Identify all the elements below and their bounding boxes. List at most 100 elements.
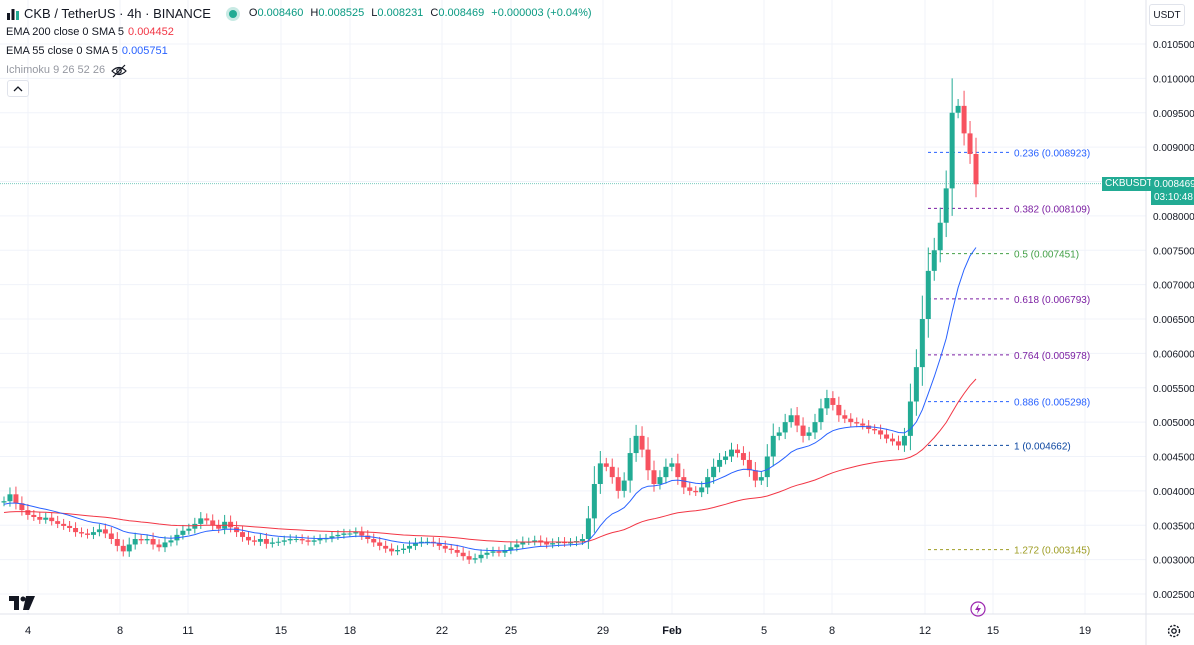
candle-body — [621, 480, 627, 491]
time-axis: 4 8 11 15 18 22 25 29 Feb 5 8 12 15 19 — [25, 625, 1091, 637]
x-tick-label: 29 — [597, 625, 609, 637]
candle-body — [681, 477, 687, 488]
candle-body — [597, 463, 603, 484]
ichimoku-legend-row[interactable]: Ichimoku 9 26 52 26 — [6, 61, 592, 80]
ema55-name[interactable]: EMA 55 close 0 SMA 5 — [6, 45, 118, 57]
candle-body — [329, 536, 335, 539]
candle-body — [204, 518, 210, 521]
candle-body — [788, 415, 794, 423]
candle-body — [591, 484, 597, 519]
candle-body — [645, 449, 651, 471]
candle-body — [884, 434, 890, 439]
collapse-legend-button[interactable] — [7, 80, 29, 97]
candle-body — [120, 545, 126, 552]
candle-body — [782, 422, 788, 433]
candle-body — [514, 544, 520, 548]
candle-body — [949, 112, 955, 189]
symbol-price-tag: CKBUSDT — [1102, 177, 1156, 191]
candle-body — [550, 543, 556, 545]
candle-body — [919, 319, 925, 368]
candle-body — [406, 545, 412, 549]
candle-body — [502, 550, 508, 553]
candle-body — [490, 551, 496, 553]
candle-body — [25, 510, 31, 515]
chevron-up-icon — [13, 85, 23, 91]
candle-body — [156, 544, 162, 548]
candle-body — [49, 517, 55, 522]
candle-body — [794, 415, 800, 426]
candle-body — [186, 528, 192, 531]
candle-body — [955, 105, 961, 113]
candle-body — [245, 536, 251, 541]
candle-body — [496, 551, 502, 553]
candle-body — [341, 533, 347, 535]
fibonacci-retracement: 0.236 (0.008923) 0.382 (0.008109) 0.5 (0.0… — [928, 148, 1090, 557]
close-value: 0.008469 — [438, 7, 485, 19]
candle-body — [633, 435, 639, 454]
ema200-name[interactable]: EMA 200 close 0 SMA 5 — [6, 26, 125, 38]
candle-body — [251, 540, 257, 542]
candle-body — [860, 423, 866, 426]
candle-body — [603, 463, 609, 467]
candle-body — [758, 477, 764, 481]
eye-off-icon[interactable] — [111, 64, 127, 78]
candle-body — [913, 367, 919, 402]
candle-body — [943, 188, 949, 223]
candle-body — [90, 532, 96, 535]
ichimoku-name[interactable]: Ichimoku 9 26 52 26 — [6, 64, 106, 76]
candle-body — [693, 490, 699, 493]
price-axis: 0.002500 0.003000 0.003500 0.004000 0.004500… — [1153, 40, 1194, 601]
candle-body — [699, 487, 705, 493]
currency-selector[interactable]: USDT — [1149, 4, 1185, 26]
candle-body — [729, 449, 735, 457]
candlesticks — [1, 78, 979, 565]
y-tick-label: 0.009000 — [1153, 143, 1194, 154]
candle-body — [96, 529, 102, 533]
flash-icon[interactable] — [970, 601, 986, 617]
candle-body — [740, 453, 746, 460]
candle-body — [842, 415, 848, 419]
fib-level-label: 1.272 (0.003145) — [1014, 546, 1090, 557]
candle-body — [579, 539, 585, 542]
candle-body — [800, 425, 806, 436]
candle-body — [365, 535, 371, 539]
candle-body — [84, 533, 90, 535]
candle-body — [585, 518, 591, 539]
candle-body — [627, 453, 633, 481]
candle-body — [436, 543, 442, 546]
y-tick-label: 0.002500 — [1153, 590, 1194, 601]
y-tick-label: 0.004500 — [1153, 453, 1194, 464]
candle-body — [472, 558, 478, 560]
candle-body — [705, 477, 711, 488]
high-value: 0.008525 — [318, 7, 365, 19]
candle-body — [108, 533, 114, 539]
candle-body — [925, 270, 931, 319]
ema55-legend-row[interactable]: EMA 55 close 0 SMA 5 0.005751 — [6, 42, 592, 61]
candle-body — [723, 456, 729, 460]
fib-level-label: 0.5 (0.007451) — [1014, 250, 1079, 261]
candle-body — [1, 501, 7, 503]
y-tick-label: 0.006000 — [1153, 349, 1194, 360]
y-tick-label: 0.004000 — [1153, 487, 1194, 498]
close-label: C — [430, 7, 439, 19]
candle-body — [19, 503, 25, 511]
candle-body — [466, 556, 472, 560]
fib-level-label: 0.382 (0.008109) — [1014, 204, 1090, 215]
candle-body — [257, 539, 263, 542]
candle-body — [520, 541, 526, 545]
candle-body — [395, 550, 401, 552]
candle-body — [216, 525, 222, 529]
settings-icon[interactable] — [1166, 623, 1182, 639]
symbol-title[interactable]: CKB / TetherUS · 4h · BINANCE — [24, 6, 211, 21]
high-label: H — [310, 7, 319, 19]
candle-body — [37, 517, 43, 520]
current-price-badge: 0.008469 03:10:48 — [1151, 177, 1194, 205]
candle-body — [61, 523, 67, 526]
x-tick-label: 25 — [505, 625, 517, 637]
candle-body — [144, 539, 150, 541]
ema200-legend-row[interactable]: EMA 200 close 0 SMA 5 0.004452 — [6, 23, 592, 42]
candle-body — [305, 540, 311, 542]
symbol-legend-row[interactable]: CKB / TetherUS · 4h · BINANCE O0.008460 … — [6, 4, 592, 23]
tradingview-logo[interactable] — [9, 596, 35, 610]
